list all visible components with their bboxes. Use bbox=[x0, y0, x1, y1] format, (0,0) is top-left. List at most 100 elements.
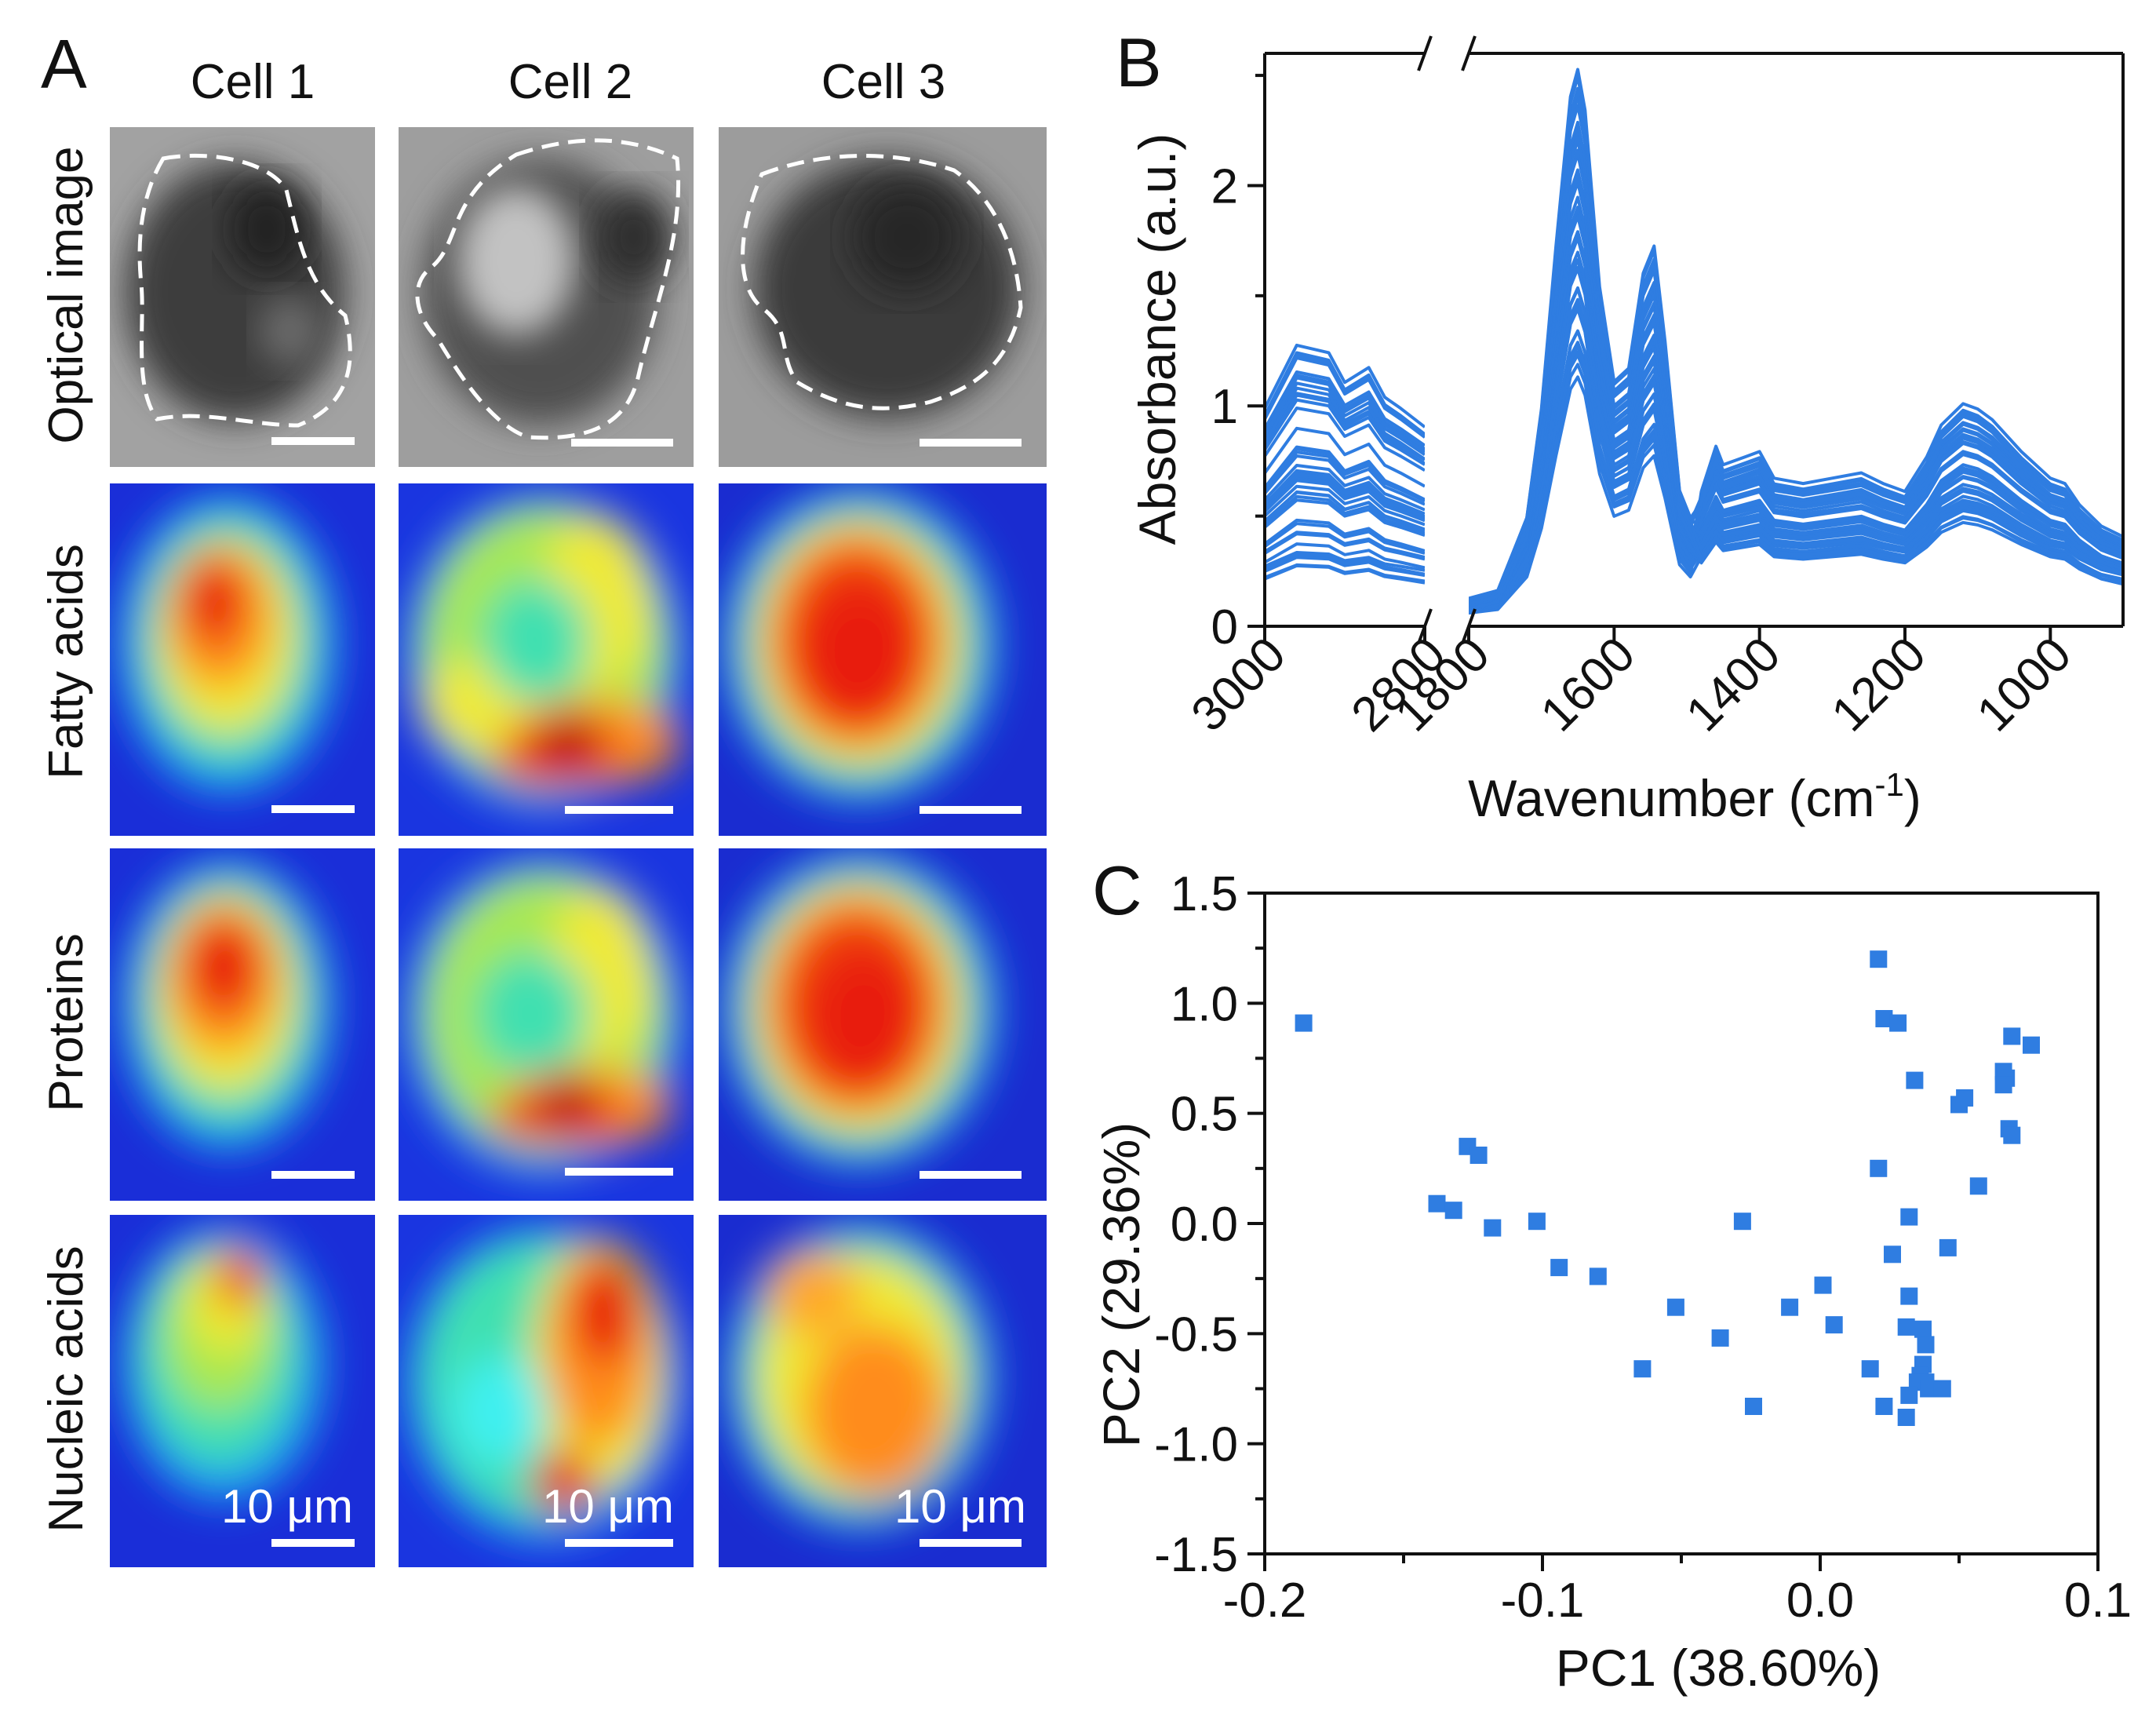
scatter-point bbox=[1870, 1159, 1888, 1177]
spectrum-line-lipid-region bbox=[1265, 498, 1425, 537]
panel-b-letter: B bbox=[1116, 24, 1162, 101]
optical-image-cell-1 bbox=[110, 127, 375, 467]
spectrum-line-lipid-region bbox=[1265, 381, 1425, 456]
scale-label-cell-1: 10 μm bbox=[221, 1480, 353, 1533]
scatter-point bbox=[1969, 1177, 1987, 1195]
spectrum-line-lipid-region bbox=[1265, 556, 1425, 578]
y-tick-label: 0.5 bbox=[1171, 1088, 1238, 1142]
spectrum-line-lipid-region bbox=[1265, 531, 1425, 560]
scatter-point bbox=[1897, 1318, 1915, 1336]
scatter-point bbox=[1733, 1213, 1751, 1231]
scatter-point bbox=[1900, 1386, 1918, 1404]
scatter-point bbox=[1920, 1380, 1938, 1398]
spectrum-line-lipid-region bbox=[1265, 490, 1425, 533]
scatter-point bbox=[1900, 1208, 1918, 1226]
column-label-cell-3: Cell 3 bbox=[821, 55, 946, 109]
spectra-group-segment-1 bbox=[1265, 343, 1425, 585]
spectrum-line-lipid-region bbox=[1265, 469, 1425, 516]
panel-c-x-axis-label: PC1 (38.60%) bbox=[1556, 1639, 1881, 1697]
x-tick-label: 3000 bbox=[1182, 627, 1296, 742]
spectra-group-segment-2 bbox=[1469, 67, 2123, 615]
panel-a: A Cell 1 Cell 2 Cell 3 Optical image Fat… bbox=[39, 25, 1047, 1567]
panel-b-x-axis-label: Wavenumber (cm-1) bbox=[1468, 766, 1921, 827]
scatter-point bbox=[1444, 1202, 1462, 1220]
spectrum-line-lipid-region bbox=[1265, 426, 1425, 488]
scatter-point bbox=[1889, 1014, 1907, 1032]
scatter-point bbox=[1914, 1320, 1932, 1338]
heatmap-nucleic-acids-cell-3 bbox=[719, 1215, 1047, 1567]
x-axis-label-close: ) bbox=[1904, 769, 1921, 827]
spectrum-line-lipid-region bbox=[1265, 518, 1425, 552]
scatter-point bbox=[1950, 1096, 1968, 1114]
panel-c-pca-chart: C PC2 (29.36%) PC1 (38.60%) -1.5 -1.0 -0.5… bbox=[1092, 852, 2132, 1697]
spectrum-line-lipid-region bbox=[1265, 393, 1425, 465]
y-tick-label: -1.5 bbox=[1154, 1528, 1238, 1582]
x-tick-label: -0.2 bbox=[1223, 1574, 1307, 1628]
scatter-point bbox=[1295, 1014, 1313, 1032]
y-tick-label: -1.0 bbox=[1154, 1418, 1238, 1472]
row-label-optical-image: Optical image bbox=[39, 146, 93, 443]
spectrum-line-lipid-region bbox=[1265, 353, 1425, 436]
spectrum-line-lipid-region bbox=[1265, 472, 1425, 519]
optical-image-cell-2 bbox=[399, 127, 694, 467]
spectrum-line-fingerprint-region bbox=[1469, 148, 2123, 611]
spectrum-line-lipid-region bbox=[1265, 563, 1425, 585]
spectrum-line-lipid-region bbox=[1265, 494, 1425, 535]
panel-c-points bbox=[1295, 950, 2040, 1426]
panel-c-y-axis-label: PC2 (29.36%) bbox=[1092, 1122, 1150, 1448]
scale-label-cell-2: 10 μm bbox=[542, 1480, 674, 1533]
scatter-point bbox=[1633, 1360, 1652, 1378]
scatter-point bbox=[1900, 1287, 1918, 1305]
panel-b-y-axis-label: Absorbance (a.u.) bbox=[1128, 133, 1186, 545]
x-tick-label: 1600 bbox=[1531, 627, 1645, 742]
scatter-point bbox=[2003, 1027, 2021, 1045]
axis-break-mark bbox=[1417, 35, 1433, 71]
y-tick-label: 2 bbox=[1211, 159, 1238, 213]
scatter-point bbox=[2003, 1126, 2021, 1144]
x-tick-label: 0.1 bbox=[2064, 1574, 2132, 1628]
panel-a-letter: A bbox=[41, 25, 87, 103]
spectrum-line-fingerprint-region bbox=[1469, 206, 2123, 606]
scale-label-cell-3: 10 μm bbox=[894, 1480, 1026, 1533]
x-tick-label: 1200 bbox=[1822, 627, 1936, 742]
panel-c-axes: -1.5 -1.0 -0.5 0.0 0.5 1.0 1.5 -0.2 -0.1 0.0 0.1 bbox=[1154, 867, 2132, 1628]
spectrum-line-fingerprint-region bbox=[1469, 104, 2123, 601]
spectrum-line-lipid-region bbox=[1265, 552, 1425, 576]
scatter-point bbox=[1484, 1219, 1502, 1237]
x-tick-label: -0.1 bbox=[1501, 1574, 1585, 1628]
spectrum-line-fingerprint-region bbox=[1469, 175, 2123, 610]
spectrum-line-lipid-region bbox=[1265, 464, 1425, 512]
scatter-point bbox=[1745, 1398, 1762, 1415]
y-tick-label: 1.5 bbox=[1171, 867, 1238, 921]
spectrum-line-lipid-region bbox=[1265, 542, 1425, 570]
x-tick-label: 0.0 bbox=[1786, 1574, 1854, 1628]
y-tick-label: -0.5 bbox=[1154, 1307, 1238, 1362]
scatter-point bbox=[1825, 1316, 1843, 1334]
scatter-point bbox=[1870, 950, 1888, 968]
scatter-point bbox=[1589, 1267, 1607, 1286]
spectrum-line-lipid-region bbox=[1265, 356, 1425, 439]
spectrum-line-fingerprint-region bbox=[1469, 230, 2123, 610]
spectrum-line-lipid-region bbox=[1265, 454, 1425, 506]
scatter-point bbox=[1897, 1409, 1915, 1426]
column-label-cell-2: Cell 2 bbox=[508, 55, 633, 109]
scatter-point bbox=[1666, 1298, 1684, 1316]
spectrum-line-lipid-region bbox=[1265, 447, 1425, 502]
heatmap-proteins-cell-2 bbox=[399, 848, 694, 1201]
spectrum-line-fingerprint-region bbox=[1469, 67, 2123, 601]
column-label-cell-1: Cell 1 bbox=[191, 55, 315, 109]
panel-c-letter: C bbox=[1092, 852, 1142, 929]
spectrum-line-fingerprint-region bbox=[1469, 350, 2123, 614]
scatter-point bbox=[1814, 1276, 1832, 1294]
scatter-point bbox=[1550, 1259, 1568, 1277]
spectrum-line-lipid-region bbox=[1265, 343, 1425, 428]
y-tick-label: 0.0 bbox=[1171, 1198, 1238, 1252]
scatter-point bbox=[1875, 1010, 1893, 1027]
panel-b-spectra-chart: B Absorbance (a.u.) Wavenumber (cm-1) 0 1… bbox=[1116, 24, 2125, 827]
heatmap-nucleic-acids-cell-1 bbox=[110, 1215, 375, 1567]
x-axis-label-main: Wavenumber (cm bbox=[1468, 769, 1874, 827]
spectrum-line-fingerprint-region bbox=[1469, 120, 2123, 605]
heatmap-proteins-cell-1 bbox=[110, 848, 375, 1201]
spectrum-line-lipid-region bbox=[1265, 376, 1425, 454]
